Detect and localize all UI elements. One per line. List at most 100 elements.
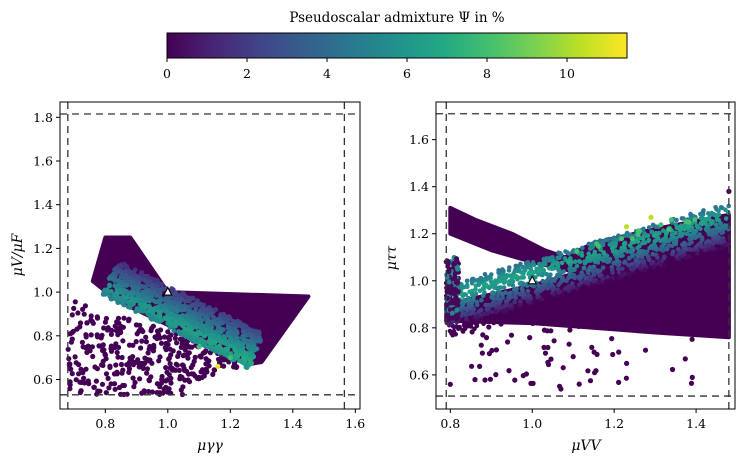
band-point: [101, 290, 107, 296]
band-point: [535, 287, 540, 292]
x-tick-label: 1.0: [158, 416, 178, 431]
band-point: [715, 240, 720, 245]
band-point: [711, 240, 716, 246]
scatter-point: [144, 370, 150, 376]
band-point: [484, 307, 490, 312]
band-point: [243, 364, 249, 370]
scatter-point: [444, 313, 450, 318]
scatter-point: [508, 332, 515, 338]
band-point: [701, 208, 706, 213]
band-point: [681, 216, 686, 221]
band-point: [525, 288, 531, 294]
band-point: [536, 306, 541, 311]
band-point: [209, 311, 214, 316]
band-point: [658, 247, 664, 252]
scatter-point: [149, 389, 155, 395]
band-point: [667, 238, 672, 243]
band-point: [536, 283, 541, 289]
band-point: [544, 278, 550, 283]
band-point: [468, 324, 474, 329]
bright-point: [666, 226, 672, 232]
band-point: [622, 259, 628, 265]
scatter-point: [636, 320, 642, 326]
band-point: [662, 269, 668, 275]
scatter-point: [452, 271, 458, 277]
band-point: [482, 290, 487, 296]
band-point: [141, 308, 147, 314]
band-point: [682, 226, 687, 232]
scatter-point: [210, 371, 216, 377]
band-point: [485, 319, 491, 324]
band-point: [705, 228, 711, 234]
scatter-point: [146, 378, 152, 384]
scatter-point: [548, 356, 554, 362]
scatter-point: [96, 343, 102, 349]
scatter-point: [111, 371, 118, 377]
sm-point-marker: [162, 286, 173, 296]
colorbar-tick-label: 10: [559, 66, 575, 81]
band-point: [707, 239, 713, 244]
band-point: [557, 289, 562, 295]
band-point: [204, 328, 210, 334]
scatter-point: [168, 375, 174, 381]
scatter-point: [157, 354, 163, 360]
band-point: [581, 266, 587, 271]
scatter-point: [597, 320, 604, 326]
band-point: [658, 261, 663, 267]
band-point: [107, 283, 112, 289]
band-point: [199, 338, 204, 344]
scatter-point: [82, 303, 88, 309]
band-point: [249, 351, 255, 356]
scatter-point: [79, 339, 85, 345]
band-point: [597, 273, 603, 279]
band-point: [604, 281, 609, 287]
band-point: [231, 322, 236, 328]
scatter-point: [133, 339, 139, 345]
band-point: [716, 235, 722, 240]
band-point: [642, 267, 648, 273]
band-point: [176, 293, 181, 299]
band-point: [479, 297, 484, 303]
scatter-point: [132, 359, 138, 366]
x-tick-label: 1.2: [220, 416, 240, 431]
scatter-point: [182, 377, 188, 383]
scatter-point: [669, 366, 676, 373]
band-point: [610, 245, 615, 251]
colorbar-tick-label: 2: [243, 66, 251, 81]
band-point: [591, 272, 597, 278]
band-point: [610, 236, 616, 242]
band-point: [215, 336, 221, 341]
band-point: [634, 272, 640, 277]
colorbar-tick-label: 0: [163, 66, 171, 81]
scatter-point: [139, 338, 145, 344]
scatter-point: [73, 360, 79, 366]
band-point: [165, 299, 171, 305]
scatter-data-right: [443, 188, 732, 392]
scatter-point: [570, 322, 576, 329]
band-point: [215, 317, 221, 322]
band-point: [497, 274, 502, 280]
scatter-point: [167, 361, 173, 367]
band-point: [626, 262, 632, 268]
scatter-point: [151, 345, 157, 351]
scatter-point: [512, 377, 518, 383]
scatter-point: [133, 322, 139, 328]
band-point: [154, 293, 159, 299]
band-point: [161, 286, 167, 292]
band-point: [637, 244, 642, 249]
band-point: [195, 302, 200, 308]
scatter-point: [541, 344, 547, 350]
band-point: [507, 279, 512, 284]
band-point: [246, 361, 252, 367]
band-point: [702, 247, 707, 253]
panel-right: 0.8 1.0 1.2 1.4 0.6 0.8 1.0 1.2 1.4 1.6 μVV μττ: [384, 101, 736, 454]
band-point: [723, 216, 729, 221]
band-point: [647, 272, 652, 277]
scatter-point: [175, 353, 181, 359]
band-point: [570, 292, 576, 297]
scatter-point: [642, 347, 649, 353]
band-point: [460, 303, 465, 309]
band-point: [673, 230, 678, 236]
bright-point: [692, 217, 698, 223]
band-point: [489, 309, 495, 315]
